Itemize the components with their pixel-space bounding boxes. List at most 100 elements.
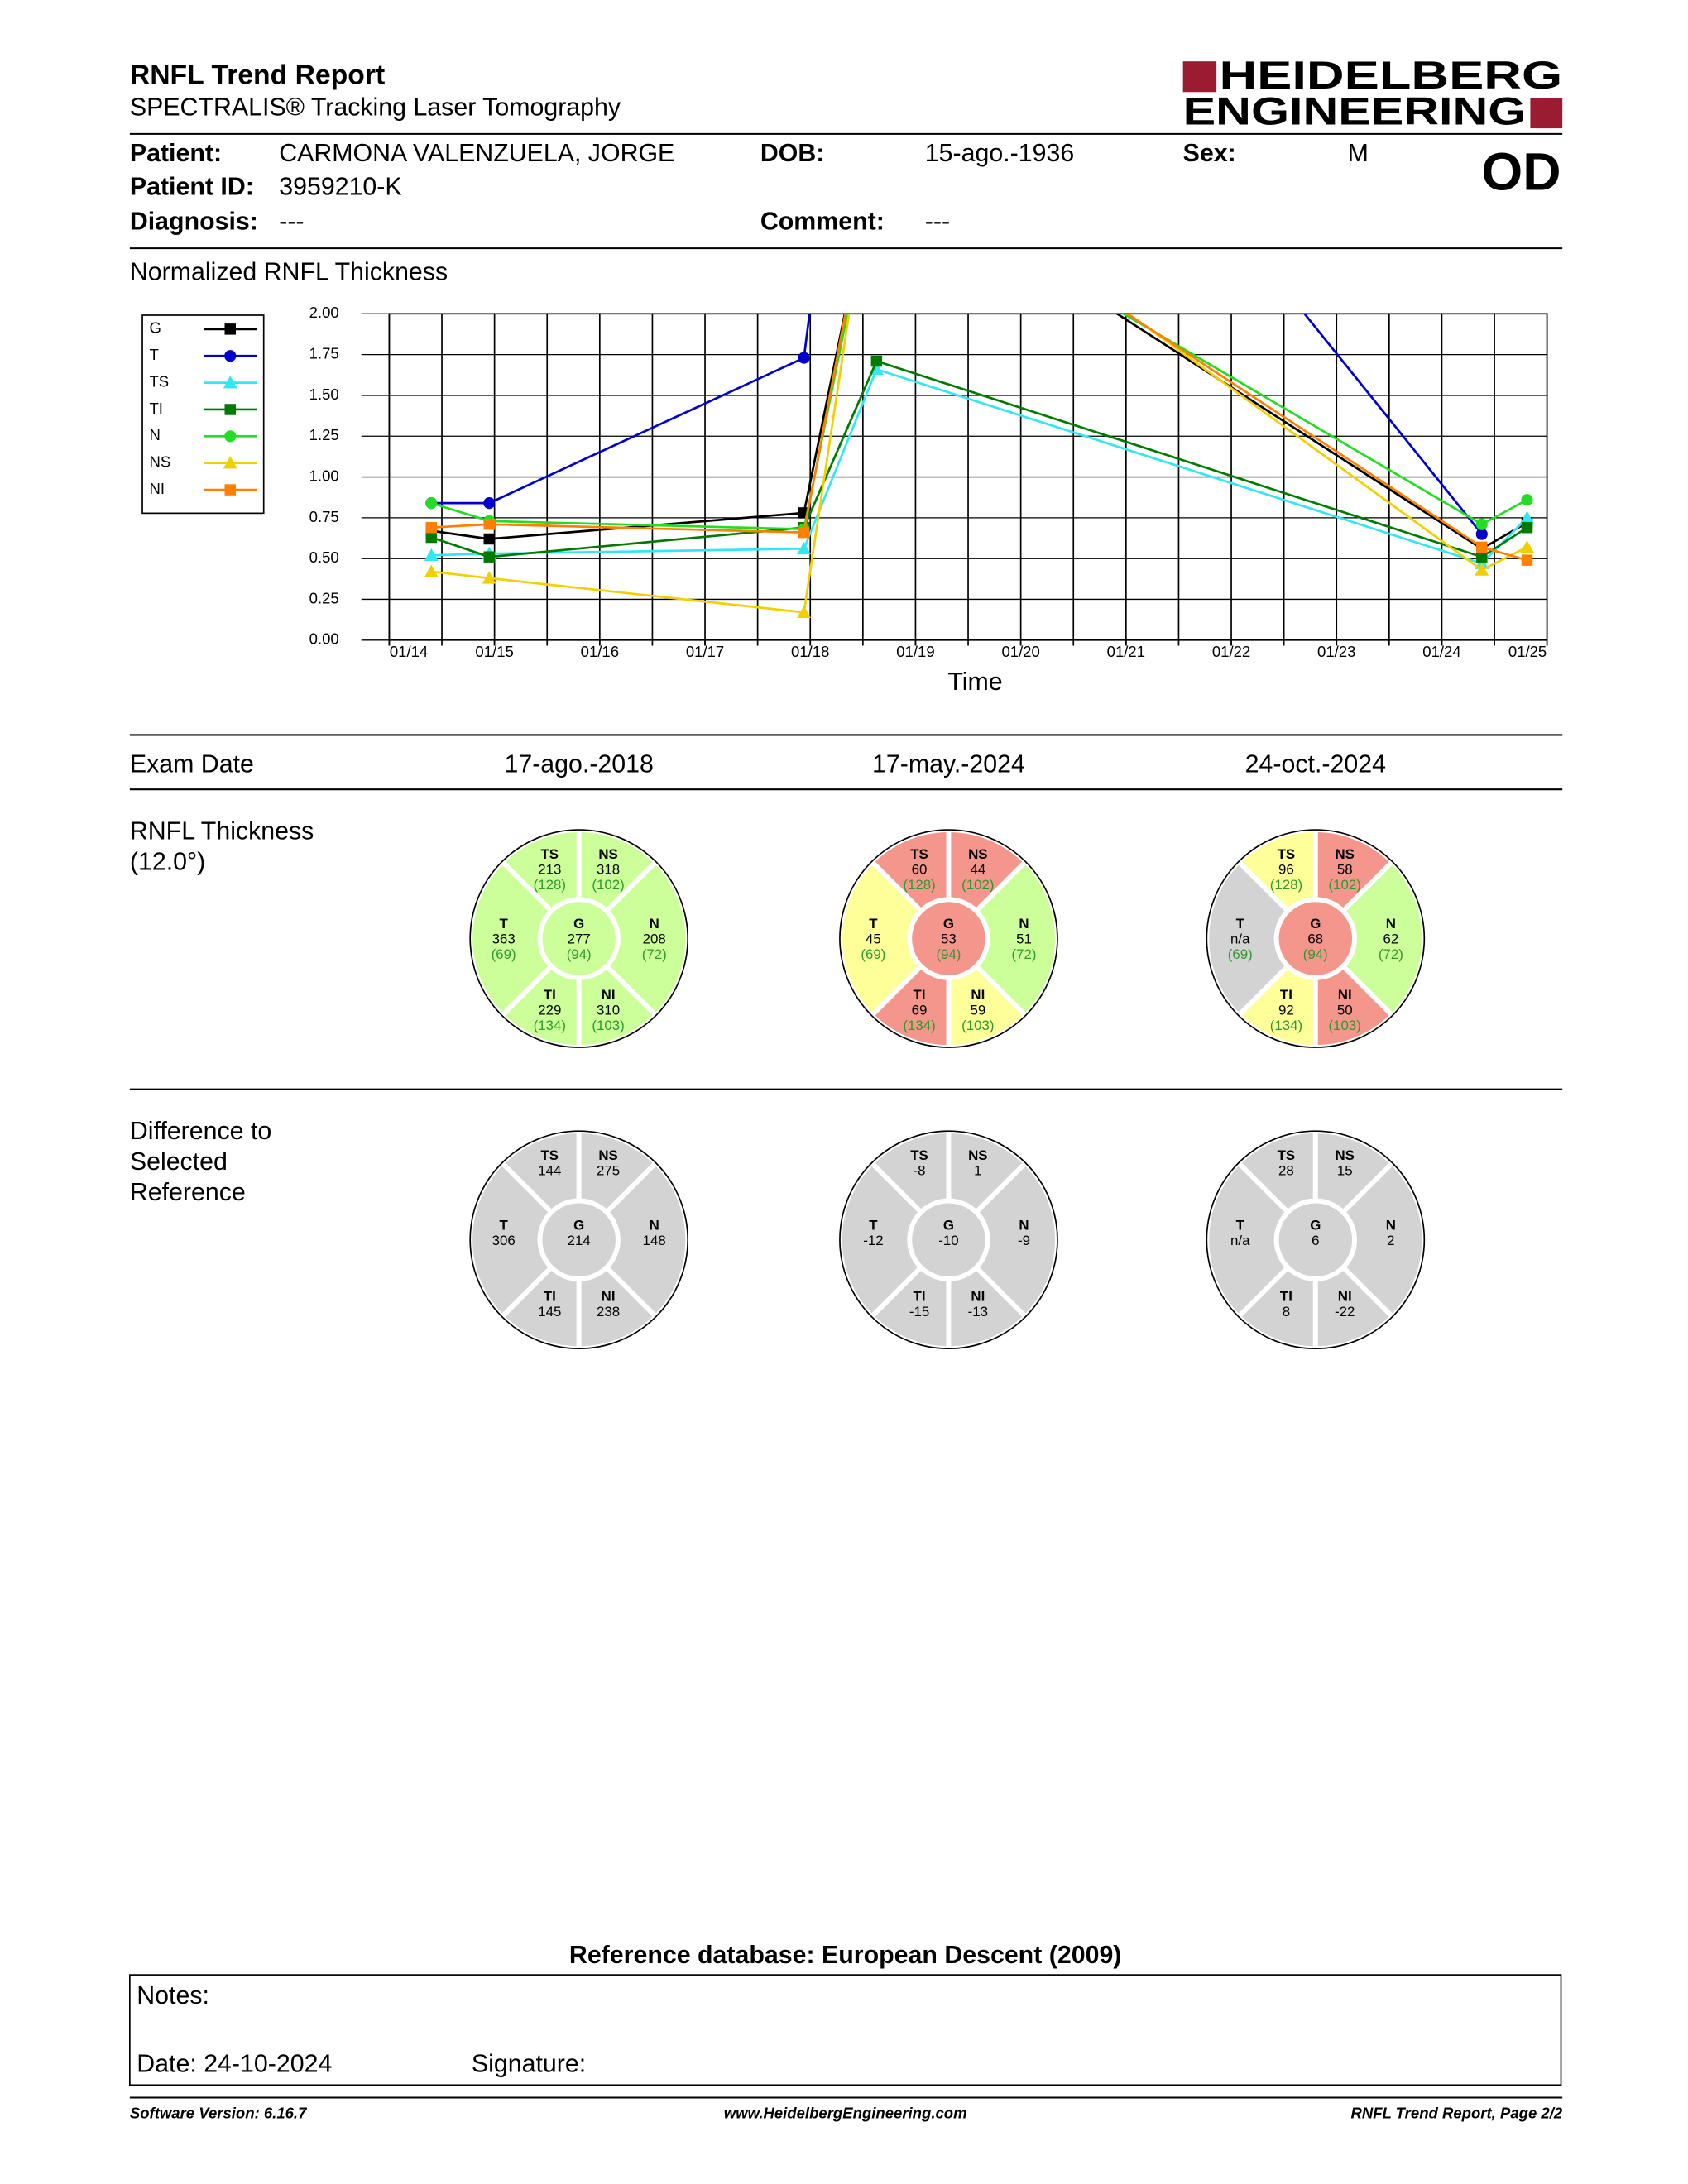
sector-name: T [1236,916,1245,932]
sector-name: NS [1336,846,1355,862]
data-point [1475,563,1489,576]
sector-name: TS [1278,846,1296,862]
sector-ref: (102) [592,877,624,893]
sector-value: -15 [909,1304,929,1320]
legend-marker [224,484,236,496]
data-point [1520,539,1534,553]
sector-ref: (128) [534,877,566,893]
sector-name: G [573,1217,584,1233]
legend-label: G [149,319,161,337]
data-point [425,531,438,544]
sector-value: 363 [492,932,516,947]
sector-name: TS [541,1147,559,1163]
data-point [1521,554,1533,566]
sector-value: 50 [1337,1003,1353,1018]
report-subtitle: SPECTRALIS® Tracking Laser Tomography [130,94,621,122]
x-tick-label: 01/21 [1107,643,1145,660]
data-point [1475,556,1489,569]
sector-value: 69 [912,1003,928,1018]
sector-value: -12 [863,1233,883,1248]
logo-block [1530,98,1563,129]
data-point [1476,551,1488,563]
sector-ref: (128) [903,877,935,893]
center-sector [1273,1198,1357,1281]
sector-value: 277 [568,932,591,947]
sector-name: TI [914,1288,926,1304]
dob: 15-ago.-1936 [925,140,1074,167]
center-sector [537,1198,621,1281]
x-tick-label: 01/18 [791,643,829,660]
sector-value: -9 [1018,1233,1030,1248]
outer-ring [1206,829,1426,1048]
report-title: RNFL Trend Report [130,60,385,91]
sector-value: -22 [1335,1304,1355,1320]
exam-date-label: Exam Date [130,751,254,778]
sector-value: 213 [538,861,561,877]
sector-name: NI [602,987,616,1003]
sector-name: NS [968,1147,987,1163]
eye: OD [1481,141,1561,201]
sector-name: NI [971,1288,985,1304]
sector-name: T [869,1217,878,1233]
outer-ring [839,1130,1058,1350]
label: Diagnosis: [130,208,258,236]
logo-block [1182,61,1217,93]
data-point [798,352,810,364]
legend-marker [224,323,236,335]
x-tick-label: 01/22 [1212,643,1250,660]
x-tick-label: 01/23 [1317,643,1355,660]
section-label: Reference [130,1179,246,1206]
data-point [1520,510,1534,524]
sector-name: T [500,1217,509,1233]
sector-name: N [1019,916,1029,932]
section-label: Difference to [130,1118,271,1145]
reference-db: Reference database: European Descent (20… [569,1942,1121,1969]
sector-ref: (69) [492,946,516,962]
data-point [425,497,438,510]
sector-ref: (103) [592,1018,624,1033]
sector-value: 306 [492,1233,516,1248]
sector-name: NI [602,1288,616,1304]
sector-name: TS [910,846,928,862]
sector-name: NS [598,1147,617,1163]
sector-name: N [1386,1217,1396,1233]
center-sector [1273,897,1357,980]
sector-value: 68 [1307,932,1323,947]
series-line [430,314,1528,531]
center-sector [907,897,990,980]
diagnosis: --- [279,208,304,236]
sector-name: N [1386,916,1396,932]
sector-value: 148 [643,1233,666,1248]
sector-ref: (102) [1329,877,1361,893]
sector-ref: (94) [936,946,961,962]
x-tick-label: 01/14 [390,643,428,660]
sector-value: 60 [912,861,928,877]
legend-label: TS [149,372,169,390]
exam-date: 24-oct.-2024 [1245,751,1386,778]
y-tick-label: 0.25 [309,589,339,606]
center-sector [537,897,621,980]
outer-ring [469,829,689,1048]
notes-box [129,1974,1562,2086]
sector-name: NI [1338,1288,1352,1304]
sector-value: n/a [1230,1233,1250,1248]
plot-series [424,314,1534,619]
sector-name: G [573,916,584,932]
data-point [1475,528,1488,540]
sector-value: 15 [1337,1163,1353,1179]
x-tick-label: 01/17 [686,643,724,660]
sector-value: 58 [1337,861,1353,877]
y-tick-label: 1.00 [309,467,339,484]
sector-value: 214 [568,1233,591,1248]
sector-value: -10 [938,1233,958,1248]
notes-label: Notes: [137,1982,209,2009]
section-label: Selected [130,1148,228,1176]
x-tick-label: 01/16 [581,643,619,660]
sector-ref: (134) [903,1018,935,1033]
logo-text: HEIDELBERG [1219,54,1562,98]
sector-value: 6 [1312,1233,1319,1248]
outer-ring [469,1130,689,1350]
label: Comment: [760,208,885,236]
sector-value: -8 [914,1163,926,1179]
